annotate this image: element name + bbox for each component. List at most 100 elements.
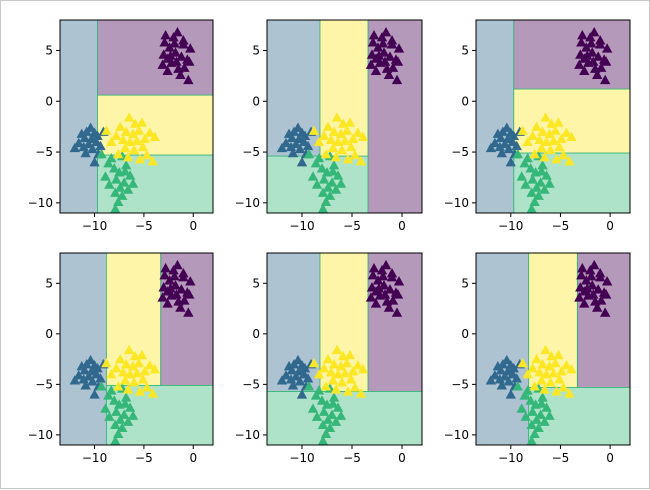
y-tick-label: −10	[444, 196, 469, 210]
point-class-2	[520, 411, 531, 421]
point-class-2	[526, 435, 537, 445]
point-class-3	[122, 151, 134, 162]
x-tick-label: −5	[135, 451, 153, 465]
point-class-0	[159, 270, 170, 280]
point-class-3	[322, 353, 334, 364]
point-class-0	[164, 275, 175, 285]
point-class-2	[529, 428, 540, 439]
point-class-2	[512, 381, 523, 391]
point-class-1	[499, 138, 511, 149]
point-class-3	[308, 125, 320, 135]
x-tick-label: −5	[552, 451, 570, 465]
point-class-2	[519, 158, 530, 168]
point-class-3	[544, 360, 555, 371]
point-class-3	[357, 364, 369, 374]
point-class-3	[339, 368, 351, 378]
point-class-1	[290, 371, 302, 381]
x-tick-label: 0	[398, 451, 406, 465]
x-tick-label: −5	[135, 219, 153, 233]
point-class-3	[556, 133, 567, 144]
point-class-0	[157, 292, 168, 302]
point-class-3	[529, 381, 540, 391]
point-class-3	[564, 388, 575, 398]
point-class-0	[592, 302, 603, 312]
point-class-1	[285, 141, 297, 152]
point-class-0	[383, 302, 395, 312]
point-class-0	[372, 275, 384, 285]
point-class-2	[335, 410, 347, 420]
point-class-0	[168, 32, 179, 42]
point-class-0	[183, 307, 194, 317]
point-class-3	[119, 375, 131, 385]
point-class-2	[113, 196, 124, 206]
point-class-2	[330, 184, 342, 194]
y-tick-label: 5	[252, 276, 260, 290]
point-class-2	[109, 395, 120, 405]
point-class-1	[280, 370, 292, 380]
point-class-3	[335, 128, 347, 138]
point-class-3	[527, 130, 538, 140]
subplot-5: −10 −5 0 5 0 −5 −10	[235, 252, 423, 465]
point-class-1	[73, 137, 84, 148]
point-class-2	[512, 148, 523, 159]
point-class-1	[508, 130, 519, 140]
subplot-3: −10 −5 0 5 0 −5 −10	[444, 19, 631, 233]
y-tick-label: 0	[461, 94, 469, 108]
point-class-0	[380, 259, 392, 270]
point-class-3	[339, 135, 351, 146]
point-class-3	[128, 377, 140, 387]
point-class-2	[120, 160, 132, 170]
point-class-3	[545, 144, 556, 155]
y-tick-label: −10	[235, 428, 260, 442]
y-tick-label: −10	[28, 428, 53, 442]
point-class-3	[137, 141, 149, 152]
scatter-points	[69, 259, 196, 445]
point-class-3	[556, 366, 567, 376]
y-tick-label: −5	[451, 145, 469, 159]
point-class-3	[548, 368, 559, 378]
point-class-0	[377, 271, 389, 281]
point-class-3	[330, 384, 342, 394]
point-class-2	[320, 196, 332, 206]
x-tick-label: −10	[289, 219, 314, 233]
scatter-points	[69, 26, 196, 213]
point-class-3	[517, 357, 528, 368]
x-tick-label: −10	[82, 219, 107, 233]
point-class-0	[370, 65, 382, 75]
point-class-2	[326, 177, 338, 187]
point-class-1	[69, 142, 81, 153]
point-class-2	[124, 402, 136, 412]
point-class-0	[386, 268, 398, 278]
point-class-0	[172, 259, 183, 270]
point-class-2	[526, 419, 537, 429]
point-class-3	[127, 360, 139, 371]
point-class-0	[582, 50, 593, 60]
point-class-0	[393, 43, 405, 53]
point-class-1	[89, 389, 100, 399]
point-class-2	[527, 406, 538, 416]
point-class-1	[494, 374, 506, 384]
y-tick-label: −5	[242, 145, 260, 159]
y-tick-label: 0	[252, 327, 260, 341]
point-class-3	[322, 121, 334, 131]
point-class-3	[123, 344, 135, 355]
point-class-0	[588, 289, 599, 299]
point-class-3	[517, 125, 528, 135]
subplot-1: −10 −5 0 5 0 −5 −10	[28, 19, 214, 233]
point-class-0	[582, 283, 593, 293]
point-class-0	[595, 295, 607, 305]
region-class-1	[476, 20, 515, 213]
y-tick-label: −10	[235, 196, 260, 210]
point-class-3	[342, 386, 354, 396]
point-class-3	[545, 377, 556, 387]
point-class-2	[533, 190, 544, 200]
point-class-3	[352, 127, 364, 137]
region-class-3	[513, 88, 630, 154]
point-class-0	[387, 62, 399, 72]
point-class-3	[106, 136, 117, 147]
point-class-1	[499, 371, 511, 381]
point-class-3	[548, 135, 559, 146]
point-class-2	[103, 390, 114, 400]
point-class-2	[122, 184, 134, 194]
